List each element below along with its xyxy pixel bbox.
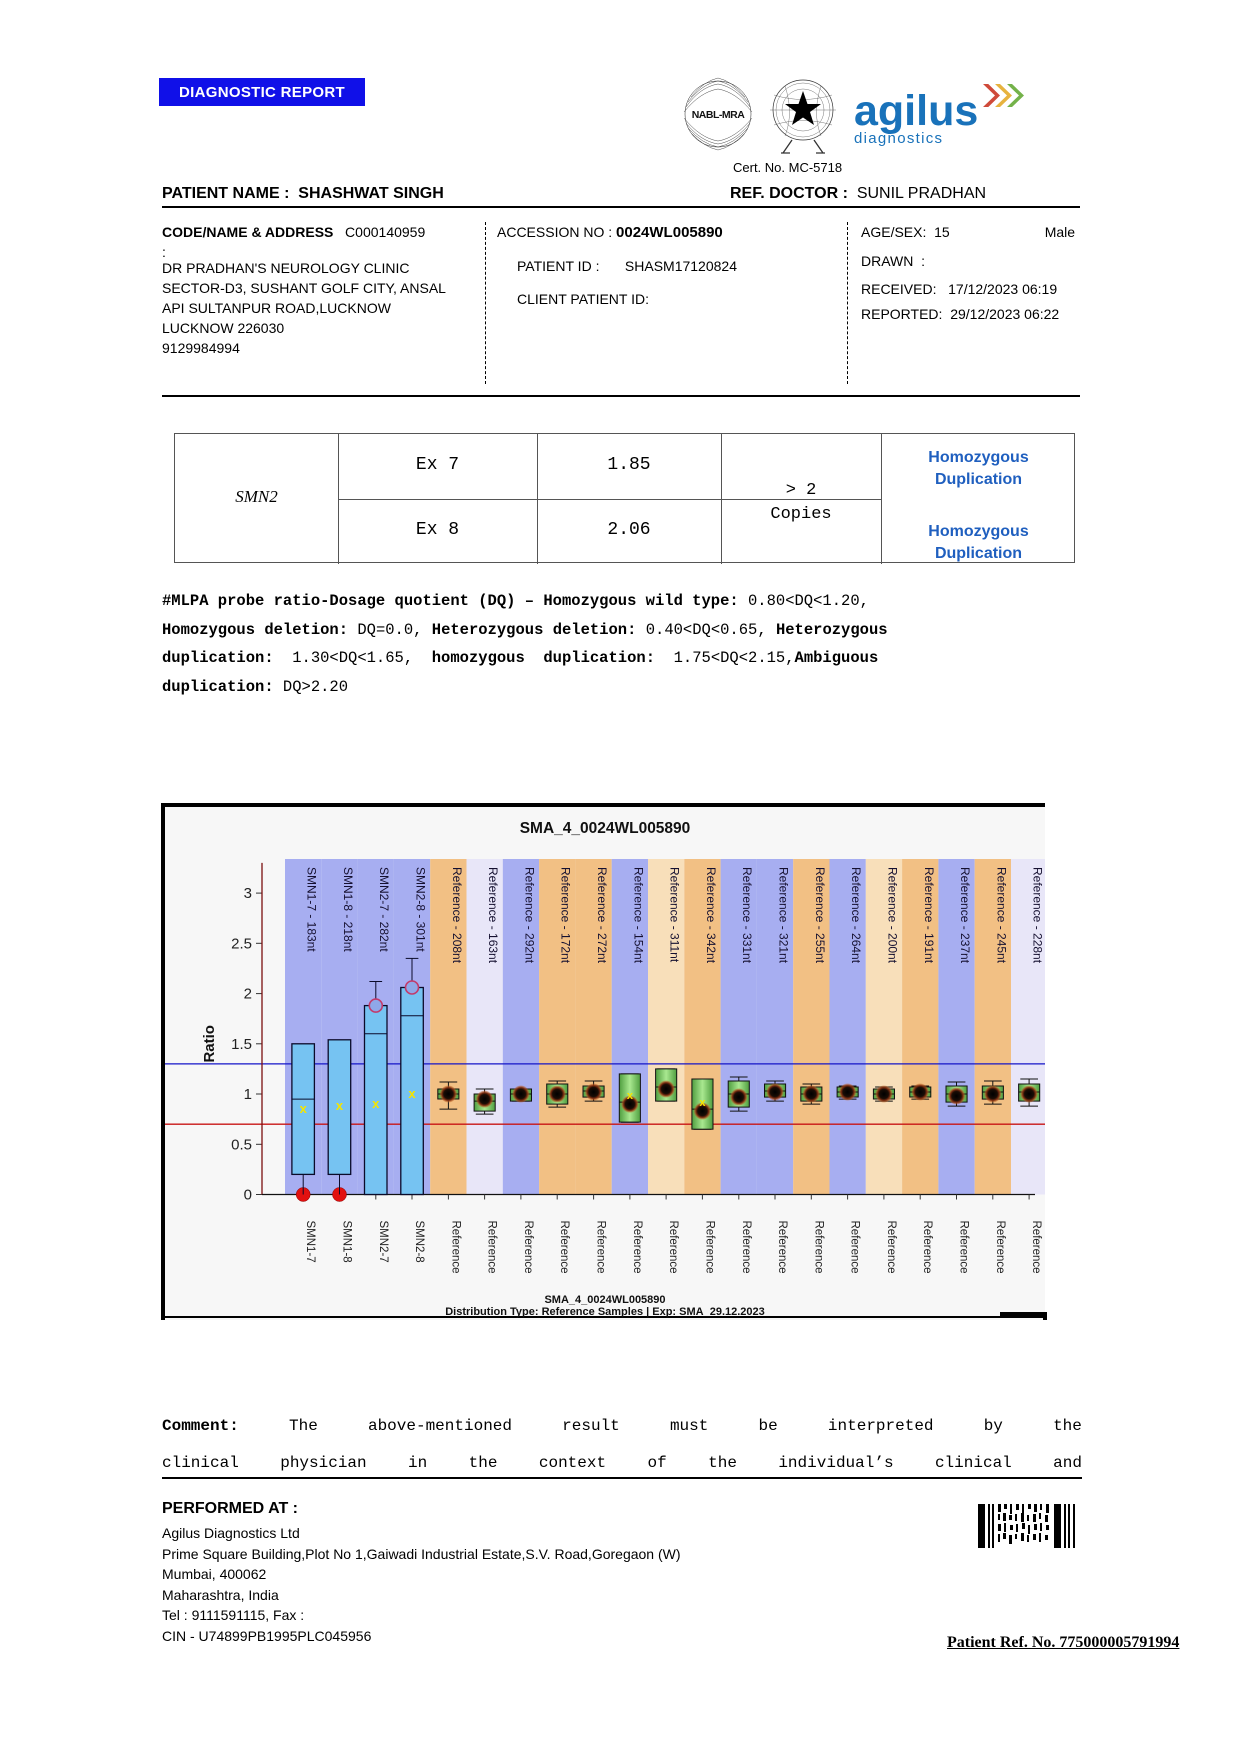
svg-text:3: 3	[244, 885, 252, 902]
svg-text:Reference - 272nt: Reference - 272nt	[595, 867, 609, 964]
svg-text:SMA_4_0024WL005890: SMA_4_0024WL005890	[520, 820, 691, 837]
svg-text:SMN1-8: SMN1-8	[341, 1221, 353, 1263]
svg-text:2: 2	[244, 986, 252, 1003]
svg-text:x: x	[627, 1090, 634, 1102]
svg-text:Reference - 311nt: Reference - 311nt	[668, 867, 682, 963]
svg-text:Reference - 191nt: Reference - 191nt	[922, 867, 936, 964]
svg-text:Distribution Type: Reference S: Distribution Type: Reference Samples | E…	[445, 1306, 765, 1318]
svg-text:Reference: Reference	[631, 1221, 643, 1274]
svg-text:Reference - 237nt: Reference - 237nt	[958, 867, 972, 964]
svg-text:x: x	[408, 1086, 416, 1101]
svg-text:Reference: Reference	[740, 1221, 752, 1274]
svg-text:Reference: Reference	[595, 1221, 607, 1274]
svg-text:SMN1-7 - 183nt: SMN1-7 - 183nt	[305, 867, 319, 952]
svg-text:Reference: Reference	[921, 1221, 933, 1274]
svg-text:1.5: 1.5	[231, 1036, 252, 1053]
svg-text:Reference - 172nt: Reference - 172nt	[559, 867, 573, 964]
svg-text:Reference - 208nt: Reference - 208nt	[450, 867, 464, 964]
svg-text:Reference: Reference	[703, 1221, 715, 1274]
svg-text:Reference: Reference	[994, 1221, 1006, 1274]
svg-text:Reference: Reference	[558, 1221, 570, 1274]
svg-text:Reference - 264nt: Reference - 264nt	[849, 867, 863, 964]
svg-text:Ratio: Ratio	[201, 1025, 218, 1063]
svg-text:Reference - 200nt: Reference - 200nt	[885, 867, 899, 964]
svg-text:Reference: Reference	[1030, 1221, 1042, 1274]
svg-text:Reference - 321nt: Reference - 321nt	[777, 867, 791, 964]
svg-text:SMN2-8: SMN2-8	[413, 1221, 425, 1263]
svg-text:Reference - 292nt: Reference - 292nt	[522, 867, 536, 964]
svg-text:x: x	[372, 1096, 380, 1111]
svg-text:SMN2-7 - 282nt: SMN2-7 - 282nt	[377, 867, 391, 952]
svg-text:SMN2-8 - 301nt: SMN2-8 - 301nt	[414, 867, 428, 952]
svg-text:Reference - 331nt: Reference - 331nt	[740, 867, 754, 964]
svg-text:x: x	[699, 1097, 706, 1109]
svg-text:Reference: Reference	[812, 1221, 824, 1274]
svg-text:Reference: Reference	[486, 1221, 498, 1274]
svg-text:Reference - 342nt: Reference - 342nt	[704, 867, 718, 964]
svg-text:Reference - 255nt: Reference - 255nt	[813, 867, 827, 964]
svg-text:x: x	[336, 1098, 344, 1113]
svg-text:Reference: Reference	[449, 1221, 461, 1274]
svg-text:x: x	[300, 1101, 308, 1116]
svg-text:Reference: Reference	[958, 1221, 970, 1274]
svg-text:Reference: Reference	[522, 1221, 534, 1274]
svg-text:NABL-MRA: NABL-MRA	[692, 109, 745, 121]
svg-text:Reference: Reference	[885, 1221, 897, 1274]
svg-text:diagnostics: diagnostics	[854, 130, 943, 147]
svg-text:Reference: Reference	[667, 1221, 679, 1274]
svg-text:Reference - 163nt: Reference - 163nt	[486, 867, 500, 964]
svg-text:Reference: Reference	[776, 1221, 788, 1274]
svg-text:Reference: Reference	[849, 1221, 861, 1274]
svg-text:SMN1-8 - 218nt: SMN1-8 - 218nt	[341, 867, 355, 952]
svg-text:Reference - 245nt: Reference - 245nt	[994, 867, 1008, 964]
svg-text:0.5: 0.5	[231, 1136, 252, 1153]
svg-text:agilus: agilus	[854, 87, 978, 135]
svg-text:SMA_4_0024WL005890: SMA_4_0024WL005890	[544, 1294, 665, 1306]
svg-text:Reference - 154nt: Reference - 154nt	[631, 867, 645, 964]
svg-text:0: 0	[244, 1187, 252, 1204]
svg-text:1: 1	[244, 1086, 252, 1103]
svg-text:SMN2-7: SMN2-7	[377, 1221, 389, 1263]
svg-text:Reference - 228nt: Reference - 228nt	[1031, 867, 1045, 964]
svg-text:2.5: 2.5	[231, 935, 252, 952]
svg-text:SMN1-7: SMN1-7	[304, 1221, 316, 1263]
